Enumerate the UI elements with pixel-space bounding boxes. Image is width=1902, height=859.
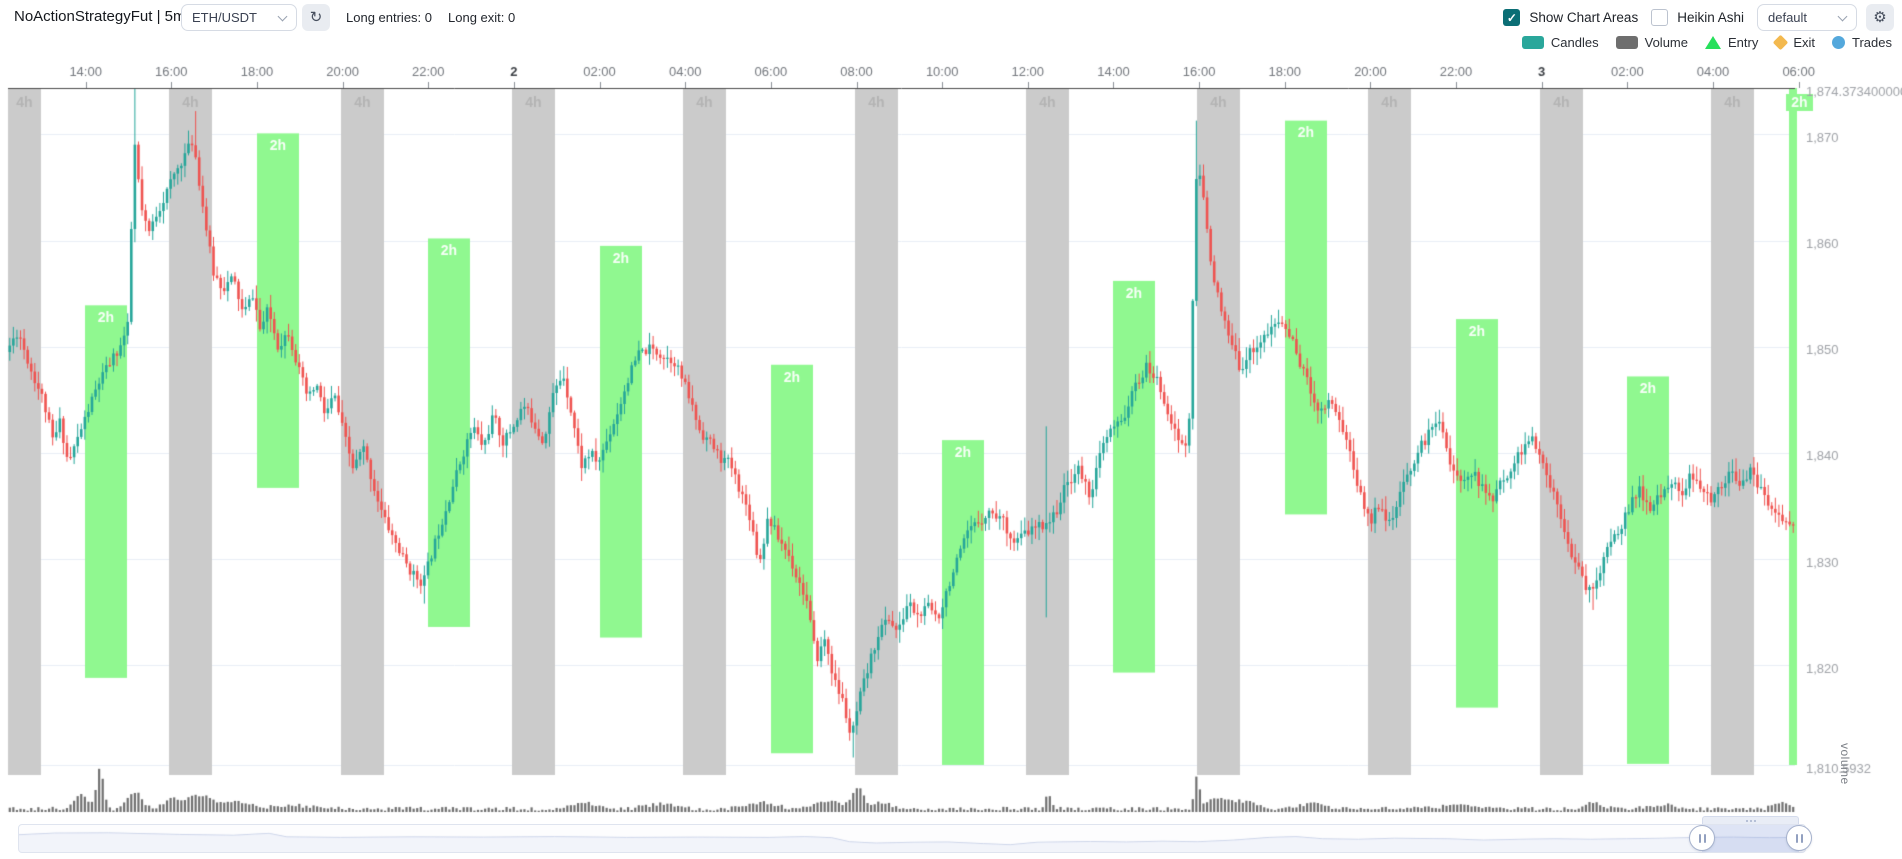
settings-button[interactable]: ⚙	[1866, 4, 1894, 31]
pause-bar-icon	[1703, 833, 1706, 843]
range-slider-drag-tab[interactable]	[1702, 816, 1800, 824]
price-chart[interactable]	[0, 50, 1902, 820]
exit-diamond-icon	[1773, 34, 1789, 50]
header-bar: NoActionStrategyFut | 5m ETH/USDT ↻ Long…	[0, 0, 1902, 34]
chart-range-slider[interactable]	[18, 816, 1813, 853]
range-slider-preview	[19, 825, 1805, 852]
refresh-button[interactable]: ↻	[302, 4, 330, 31]
pair-select-value: ETH/USDT	[192, 10, 257, 25]
range-slider-right-handle[interactable]	[1786, 825, 1813, 851]
grip-dot-icon	[1753, 819, 1756, 822]
pause-bar-icon	[1795, 833, 1798, 843]
legend-item-volume[interactable]: Volume	[1615, 34, 1688, 50]
show-chart-areas-checkbox[interactable]: ✓	[1503, 9, 1521, 26]
chevron-down-icon	[1837, 11, 1848, 21]
legend-label: Candles	[1550, 34, 1599, 50]
legend-item-candles[interactable]: Candles	[1521, 34, 1599, 50]
range-slider-window[interactable]	[1702, 825, 1800, 852]
heikin-ashi-checkbox[interactable]	[1651, 9, 1669, 26]
chart-controls: ✓ Show Chart Areas Heikin Ashi default ⚙	[1503, 4, 1894, 31]
chevron-down-icon	[277, 11, 288, 21]
theme-select-value: default	[1768, 10, 1808, 25]
entry-triangle-icon	[1705, 35, 1721, 49]
pair-select[interactable]: ETH/USDT	[181, 4, 297, 31]
chart-legend: Candles Volume Entry Exit Trades	[1521, 33, 1892, 51]
theme-select[interactable]: default	[1757, 4, 1857, 31]
pause-bar-icon	[1800, 833, 1803, 843]
long-exit-stat: Long exit: 0	[448, 10, 516, 25]
legend-label: Entry	[1728, 34, 1759, 50]
trades-circle-icon	[1832, 35, 1846, 49]
trade-stats: Long entries: 0 Long exit: 0	[346, 10, 515, 25]
legend-label: Volume	[1644, 34, 1688, 50]
legend-label: Trades	[1852, 34, 1892, 50]
strategy-title: NoActionStrategyFut | 5m	[14, 8, 186, 25]
legend-item-entry[interactable]: Entry	[1705, 35, 1758, 50]
volume-swatch-icon	[1615, 35, 1638, 49]
grip-dot-icon	[1745, 819, 1748, 822]
range-slider-left-handle[interactable]	[1689, 825, 1716, 851]
legend-item-trades[interactable]: Trades	[1832, 35, 1892, 50]
pause-bar-icon	[1698, 833, 1701, 843]
show-chart-areas-label: Show Chart Areas	[1529, 10, 1639, 25]
legend-label: Exit	[1793, 34, 1816, 50]
long-entries-stat: Long entries: 0	[346, 10, 433, 25]
refresh-icon: ↻	[309, 9, 323, 26]
candles-swatch-icon	[1521, 35, 1544, 49]
volume-axis-label: volume	[1838, 743, 1852, 785]
legend-item-exit[interactable]: Exit	[1773, 34, 1816, 50]
gear-icon: ⚙	[1873, 9, 1887, 26]
heikin-ashi-label: Heikin Ashi	[1677, 10, 1744, 25]
check-icon: ✓	[1506, 10, 1517, 25]
grip-dot-icon	[1749, 819, 1752, 822]
